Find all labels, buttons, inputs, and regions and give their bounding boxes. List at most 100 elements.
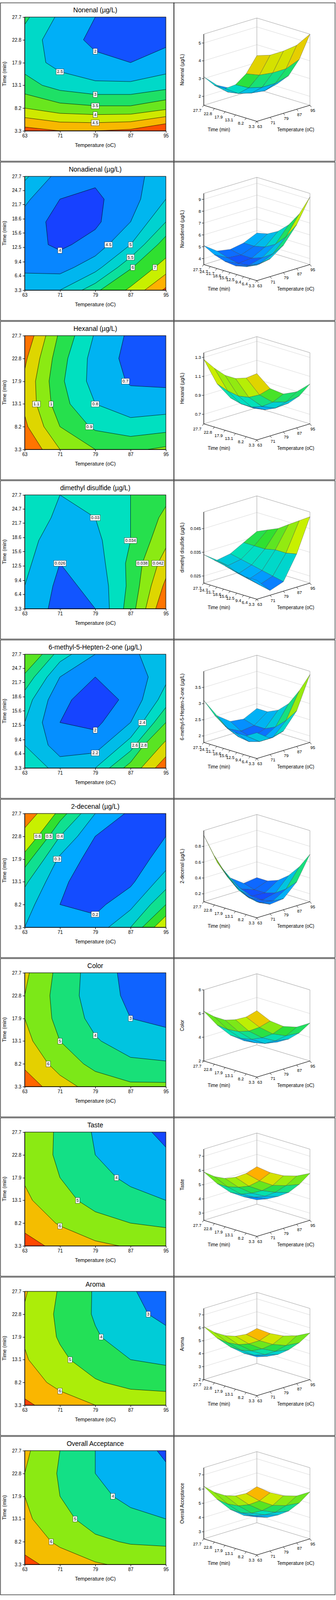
contour-line (24, 972, 78, 1087)
z-tick-label: 5 (198, 40, 201, 46)
surface (203, 516, 310, 591)
y-tick: 24.7 (12, 665, 25, 671)
y-tick-mark (22, 835, 25, 837)
contour-labels: 456 (57, 1174, 119, 1229)
y-axis-title: Time (min) (1, 380, 8, 405)
y-tick: 27.7 (12, 1288, 25, 1294)
contour-label: 5 (72, 1515, 78, 1522)
x-axis-line (25, 290, 167, 293)
y-tick: 9.4 (14, 259, 25, 265)
contour-label-box (92, 48, 98, 55)
contour-label-text: 4 (58, 247, 62, 253)
surface-panel: 63717987953.38.213.117.922.827.70.70.91.… (173, 321, 336, 480)
z-tick-label: 4 (198, 256, 201, 262)
z-axis-title: Color (179, 1018, 185, 1031)
contour-band (24, 653, 166, 768)
contour-band (144, 273, 166, 291)
temperature-tick (283, 909, 285, 912)
contour-band (162, 287, 166, 291)
y-tick: 6.4 (14, 750, 25, 756)
panel-frame (173, 958, 336, 1117)
z-tick-label: 2 (198, 733, 201, 738)
contour-label: 6 (57, 1387, 63, 1394)
x-tick-mark (95, 1404, 96, 1407)
time-tick-label: 9.4 (235, 598, 242, 603)
z-axis-title: 6-methyl-5-Hepten-2-one (µg/L) (179, 673, 185, 741)
contour-line (24, 653, 166, 768)
contour-band (24, 108, 166, 131)
contour-line (24, 813, 166, 927)
contour-labels: 456 (48, 1492, 115, 1544)
contour-label-box (55, 68, 64, 75)
contour-line (24, 494, 166, 609)
x-tick-label: 87 (127, 292, 134, 298)
z-tick-label: 1.3 (194, 354, 201, 360)
chart-title: 6-methyl-5-Hepten-2-one (µg/L) (48, 643, 142, 651)
time-tick-label: 13.1 (224, 1550, 234, 1556)
temperature-tick-label: 87 (297, 590, 302, 595)
time-tick (202, 1538, 204, 1541)
box-edge (203, 654, 257, 672)
panel-frame (173, 1117, 336, 1276)
x-tick: 95 (163, 1086, 170, 1094)
surface-panel: 63717987953.36.49.412.515.618.621.724.72… (173, 480, 336, 639)
contour-label-box (99, 1333, 104, 1340)
contour-line (24, 17, 166, 131)
x-tick-label: 95 (163, 929, 170, 935)
y-tick-mark (22, 17, 25, 18)
plot-frame (24, 176, 166, 291)
contour-line (24, 972, 166, 1087)
y-tick: 3.3 (14, 606, 25, 612)
y-tick-label: 27.7 (12, 14, 22, 20)
contour-band (24, 1450, 166, 1564)
contour-label-text: 0.034 (125, 537, 137, 543)
y-tick-label: 27.7 (12, 333, 22, 339)
z-tick (201, 234, 204, 236)
z-tick-label: 0.9 (194, 392, 201, 398)
time-tick (212, 1223, 215, 1226)
temperature-tick (283, 431, 285, 434)
box-edge (256, 89, 310, 106)
y-tick: 3.3 (14, 287, 25, 293)
contour-labels: 44.555.567 (57, 241, 157, 271)
y-tick: 9.4 (14, 577, 25, 583)
y-tick-mark (22, 565, 25, 567)
contour-label-text: 0.026 (54, 560, 66, 566)
contour-label-text: 5 (58, 1038, 62, 1044)
y-tick-mark (22, 1222, 25, 1224)
time-tick (222, 748, 224, 751)
y-tick-mark (22, 725, 25, 726)
z-tick-label: 0.7 (194, 411, 201, 417)
surface-panel: 63717987953.38.213.117.922.827.70.20.40.… (173, 799, 336, 958)
temperature-tick (309, 1219, 312, 1222)
time-tick-label: 9.4 (235, 279, 242, 285)
surface-cell (235, 885, 260, 903)
time-tick-label: 3.3 (248, 283, 255, 289)
contour-label-text: 2 (93, 727, 97, 733)
x-axis-title: Temperature (oC) (74, 142, 116, 148)
contour-label-box (110, 1492, 116, 1499)
z-tick (201, 96, 204, 97)
temperature-axis-line (256, 901, 310, 918)
y-tick: 27.7 (12, 173, 25, 180)
y-axis: 3.38.213.117.922.827.7 (12, 1129, 26, 1249)
surface (203, 674, 310, 742)
temperature-tick-label: 63 (257, 124, 263, 129)
z-grid-line (203, 1196, 310, 1213)
x-tick-label: 71 (57, 451, 64, 457)
contour-band (24, 1131, 166, 1246)
box-edge (203, 495, 257, 512)
z-tick (201, 861, 204, 863)
surface-cell (272, 224, 297, 255)
contour-label: 6 (45, 1060, 51, 1067)
figure: 22.533.544.563717987953.38.213.117.922.8… (0, 0, 336, 1600)
x-tick-label: 71 (57, 770, 64, 776)
time-tick (212, 426, 215, 429)
contour-line (24, 335, 166, 450)
contour-band (24, 813, 166, 927)
surface-cell (214, 855, 238, 890)
contour-label: 4 (114, 1174, 119, 1181)
temperature-tick-label: 63 (257, 283, 263, 289)
temperature-axis-line (256, 264, 310, 281)
time-tick (223, 1544, 226, 1547)
